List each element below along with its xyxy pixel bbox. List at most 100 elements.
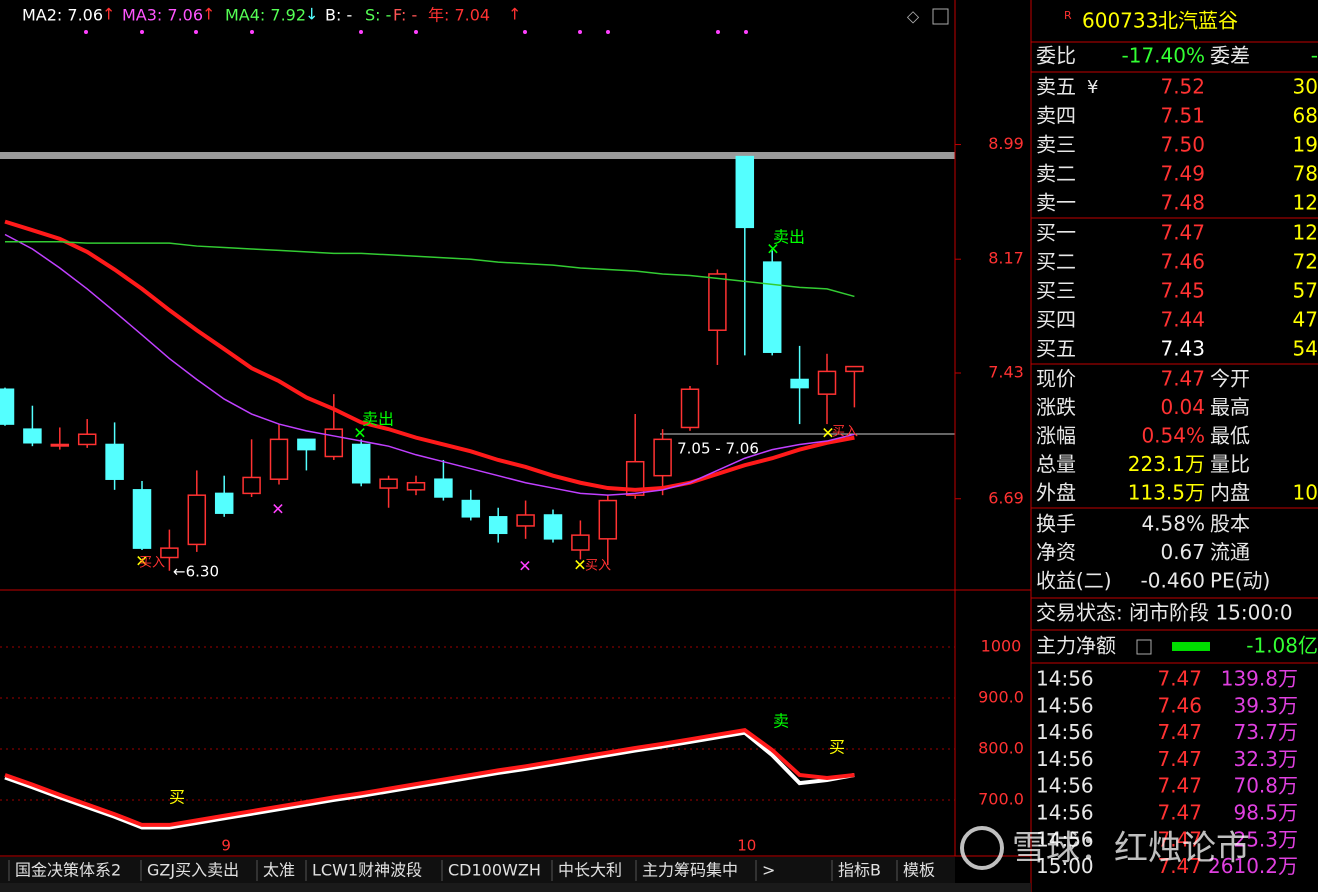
quote-text: 委差 xyxy=(1210,44,1250,68)
candle-body xyxy=(214,492,234,514)
quote-text: 涨跌 xyxy=(1036,395,1076,419)
candle-body xyxy=(817,370,837,395)
quote-text: 600733 xyxy=(1082,9,1158,33)
quote-text: 14:56 xyxy=(1036,667,1094,691)
quote-text: 外盘 xyxy=(1036,481,1076,505)
quote-text: 113.5万 xyxy=(1128,481,1205,505)
quote-text: 98.5万 xyxy=(1233,801,1298,825)
indicator-tab[interactable]: 指标B xyxy=(838,861,881,880)
indicator-tab[interactable]: > xyxy=(762,861,775,880)
quote-text: -0.460 xyxy=(1141,569,1205,593)
indicator-value: S: - xyxy=(365,6,391,25)
indicator-tab[interactable]: GZJ买入卖出 xyxy=(147,861,239,880)
quote-text: 15:00 xyxy=(1036,854,1094,878)
y-tick-label: 1000 xyxy=(981,637,1022,656)
quote-text: 7.47 xyxy=(1157,827,1202,851)
tab-bar xyxy=(0,857,955,883)
indicator-tab[interactable]: LCW1财神波段 xyxy=(312,861,422,880)
quote-text: 现价 xyxy=(1036,367,1076,391)
indicator-annotation: 卖 xyxy=(773,712,789,731)
indicator-tab[interactable]: CD100WZH xyxy=(448,861,541,880)
quote-text: 7.47 xyxy=(1157,667,1202,691)
candle-body xyxy=(379,478,398,489)
quote-text: 32.3万 xyxy=(1233,747,1298,771)
quote-text: 68 xyxy=(1293,104,1318,128)
quote-text: 12 xyxy=(1293,191,1318,215)
candle-body xyxy=(488,516,508,535)
candle-body xyxy=(160,547,179,559)
signal-cross: ✕ xyxy=(353,424,366,443)
dot xyxy=(140,30,144,34)
quote-text: -1.08亿 xyxy=(1246,634,1318,658)
quote-text: 7.47 xyxy=(1157,774,1202,798)
quote-text: 10 xyxy=(1293,481,1318,505)
indicator-tab[interactable]: 国金决策体系2 xyxy=(15,861,121,880)
indicator-annotation: 买 xyxy=(169,788,185,807)
candle-body xyxy=(406,481,426,491)
quote-text: 7.51 xyxy=(1160,104,1205,128)
main-force-icon[interactable] xyxy=(1136,639,1152,655)
quote-text: 收益(二) xyxy=(1036,569,1112,593)
quote-text: 买二 xyxy=(1036,250,1076,274)
watermark: 雪球：红烛论市 xyxy=(960,826,1250,870)
indicator-value: MA4: 7.92 xyxy=(225,6,306,25)
indicator-tab[interactable]: 主力筹码集中 xyxy=(642,861,738,880)
indicator-tab[interactable]: 模板 xyxy=(903,861,935,880)
quote-text: 7.50 xyxy=(1160,133,1205,157)
candle-body xyxy=(790,378,809,389)
dot xyxy=(606,30,610,34)
quote-text: 70.8万 xyxy=(1233,774,1298,798)
y-tick-label: 8.17 xyxy=(988,249,1024,268)
candle-body xyxy=(23,428,42,444)
quote-text: 今开 xyxy=(1210,367,1250,391)
indicator-arrow: ↑ xyxy=(202,5,215,24)
quote-text: 12 xyxy=(1293,221,1318,245)
header-dots xyxy=(84,30,748,34)
main-force-bar xyxy=(1172,642,1210,651)
quote-text: 买四 xyxy=(1036,308,1076,332)
quote-text: 7.44 xyxy=(1160,308,1205,332)
quote-text: 内盘 xyxy=(1210,481,1250,505)
indicator-value: MA3: 7.06 xyxy=(122,6,203,25)
indicator-value: B: - xyxy=(325,6,352,25)
candle-body xyxy=(735,155,755,229)
quote-text: 最高 xyxy=(1210,395,1250,419)
quote-text: R xyxy=(1064,9,1072,22)
quote-text: 买一 xyxy=(1036,221,1076,245)
candle-body xyxy=(434,478,453,498)
candle-body xyxy=(297,438,316,451)
chart-annotation: 买入 xyxy=(585,559,611,574)
candle-body xyxy=(516,514,535,527)
dot xyxy=(250,30,254,34)
quote-text: 7.47 xyxy=(1157,801,1202,825)
candle-body xyxy=(187,494,207,546)
candle-body xyxy=(543,514,563,540)
indicator-tab[interactable]: 中长大利 xyxy=(558,861,622,880)
quote-text: -17.40% xyxy=(1122,44,1205,68)
quote-text: 卖一 xyxy=(1036,191,1076,215)
quote-text: 7.47 xyxy=(1160,221,1205,245)
candle-body xyxy=(461,499,481,518)
quote-text: PE(动) xyxy=(1210,569,1270,593)
indicator-line xyxy=(4,728,855,827)
icon-window[interactable] xyxy=(932,8,949,25)
quote-text: ¥ xyxy=(1087,77,1098,98)
candle-body xyxy=(324,428,344,458)
quote-text: 73.7万 xyxy=(1233,720,1298,744)
candle-body xyxy=(269,438,289,480)
quote-text: 14:56 xyxy=(1036,801,1094,825)
quote-text: 7.47 xyxy=(1157,747,1202,771)
candle-body xyxy=(845,365,864,373)
candle-body xyxy=(571,534,590,551)
quote-text: 19 xyxy=(1293,133,1318,157)
icon-diamond[interactable]: ◇ xyxy=(907,7,920,26)
quote-text: 47 xyxy=(1293,308,1318,332)
indicator-value: F: - xyxy=(393,6,417,25)
indicator-tab[interactable]: 太准 xyxy=(263,861,295,880)
chart-annotation: 买入 xyxy=(139,556,165,571)
quote-text: 7.47 xyxy=(1160,367,1205,391)
x-tick-label: 9 xyxy=(221,837,231,855)
